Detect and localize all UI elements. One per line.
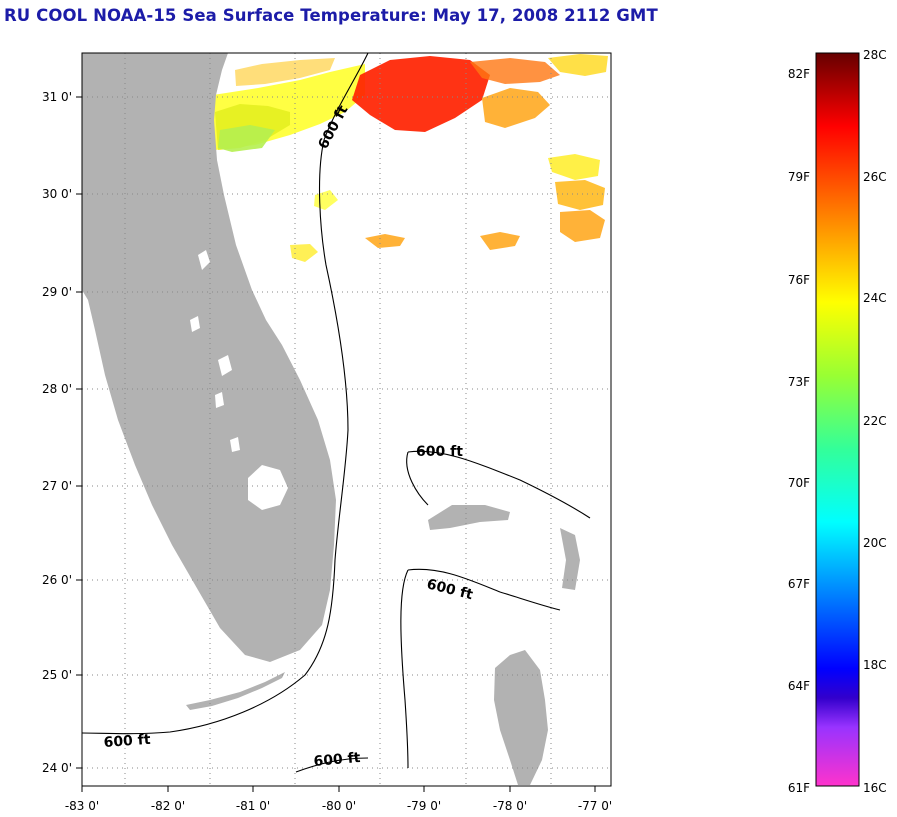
lat-tick-label: 27 0' [42,479,72,493]
lake-okeechobee [248,465,288,510]
lon-tick-label: -77 0' [578,799,612,813]
colorbar-f-label: 67F [788,577,810,591]
colorbar-f-label: 76F [788,273,810,287]
bahamas-abaco [560,528,580,590]
colorbar-f-label: 64F [788,679,810,693]
isobath-contours [81,52,591,773]
longitude-axis: -83 0' -82 0' -81 0' -80 0' -79 0' -78 0… [65,786,612,813]
lat-tick-label: 28 0' [42,382,72,396]
plot-frame [81,52,612,787]
colorbar-c-label: 18C [863,658,887,672]
bahamas-andros [494,650,548,785]
colorbar-f-label: 82F [788,67,810,81]
colorbar-f-label: 79F [788,170,810,184]
florida-keys [186,672,285,710]
lat-tick-label: 24 0' [42,761,72,775]
sst-data-patches [213,54,608,262]
lat-tick-label: 31 0' [42,90,72,104]
latitude-axis: 31 0' 30 0' 29 0' 28 0' 27 0' 26 0' 25 0… [42,90,82,775]
colorbar-c-label: 20C [863,536,887,550]
lon-tick-label: -83 0' [65,799,99,813]
colorbar-f-label: 61F [788,781,810,795]
lon-tick-label: -82 0' [151,799,185,813]
colorbar-c-label: 26C [863,170,887,184]
colorbar-c-label: 28C [863,48,887,62]
isobath-label: 600 ft [103,732,151,751]
colorbar-gradient [815,52,860,787]
colorbar-f-label: 73F [788,375,810,389]
colorbar-c-label: 22C [863,414,887,428]
florida-landmass [82,53,336,662]
colorbar-c-label: 24C [863,291,887,305]
lat-tick-label: 26 0' [42,573,72,587]
isobath-label: 600 ft [416,444,463,460]
colorbar-f-label: 70F [788,476,810,490]
lat-tick-label: 30 0' [42,187,72,201]
lon-tick-label: -80 0' [322,799,356,813]
lon-tick-label: -79 0' [407,799,441,813]
bahamas-grand-bahama [428,505,510,530]
lat-tick-label: 25 0' [42,668,72,682]
lat-tick-label: 29 0' [42,285,72,299]
lon-tick-label: -81 0' [236,799,270,813]
colorbar-c-label: 16C [863,781,887,795]
lon-tick-label: -78 0' [493,799,527,813]
colorbar: 82F 79F 76F 73F 70F 67F 64F 61F 28C 26C … [788,48,887,795]
isobath-label: 600 ft [313,750,361,770]
gridlines [82,53,611,786]
page-title: RU COOL NOAA-15 Sea Surface Temperature:… [4,6,658,25]
